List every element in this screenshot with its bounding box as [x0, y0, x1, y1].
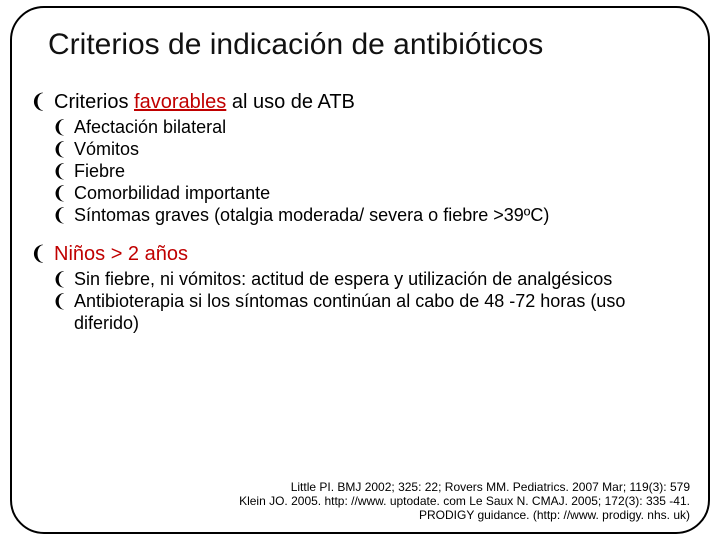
bullet-icon: ❨ [52, 160, 70, 182]
list-item: ❨ Vómitos [52, 138, 690, 160]
section-heading-text: Niños > 2 años [54, 242, 188, 266]
citation-block: Little PI. BMJ 2002; 325: 22; Rovers MM.… [239, 480, 690, 522]
bullet-icon: ❨ [30, 242, 50, 266]
citation-line: Little PI. BMJ 2002; 325: 22; Rovers MM.… [239, 480, 690, 494]
list-item-text: Sin fiebre, ni vómitos: actitud de esper… [74, 268, 612, 290]
bullet-icon: ❨ [52, 182, 70, 204]
section-heading: ❨ Criterios favorables al uso de ATB [30, 90, 690, 114]
slide-content: ❨ Criterios favorables al uso de ATB ❨ A… [30, 86, 690, 350]
section-heading: ❨ Niños > 2 años [30, 242, 690, 266]
section2-list: ❨ Sin fiebre, ni vómitos: actitud de esp… [52, 268, 690, 334]
list-item: ❨ Comorbilidad importante [52, 182, 690, 204]
bullet-icon: ❨ [52, 116, 70, 138]
citation-line: Klein JO. 2005. http: //www. uptodate. c… [239, 494, 690, 508]
list-item: ❨ Fiebre [52, 160, 690, 182]
section1-list: ❨ Afectación bilateral ❨ Vómitos ❨ Fiebr… [52, 116, 690, 226]
heading-suffix: al uso de ATB [226, 91, 355, 113]
list-item: ❨ Antibioterapia si los síntomas continú… [52, 290, 690, 334]
list-item-text: Vómitos [74, 138, 139, 160]
list-item: ❨ Afectación bilateral [52, 116, 690, 138]
citation-line: PRODIGY guidance. (http: //www. prodigy.… [239, 508, 690, 522]
list-item-text: Afectación bilateral [74, 116, 226, 138]
bullet-icon: ❨ [52, 138, 70, 160]
bullet-icon: ❨ [52, 290, 70, 312]
bullet-icon: ❨ [52, 204, 70, 226]
slide: Criterios de indicación de antibióticos … [0, 0, 720, 540]
list-item-text: Fiebre [74, 160, 125, 182]
list-item-text: Comorbilidad importante [74, 182, 270, 204]
heading-highlight: favorables [134, 91, 226, 113]
heading-prefix: Criterios [54, 91, 134, 113]
list-item: ❨ Sin fiebre, ni vómitos: actitud de esp… [52, 268, 690, 290]
slide-title: Criterios de indicación de antibióticos [48, 28, 543, 62]
list-item-text: Antibioterapia si los síntomas continúan… [74, 290, 690, 334]
list-item-text: Síntomas graves (otalgia moderada/ sever… [74, 204, 549, 226]
list-item: ❨ Síntomas graves (otalgia moderada/ sev… [52, 204, 690, 226]
bullet-icon: ❨ [30, 90, 50, 114]
bullet-icon: ❨ [52, 268, 70, 290]
section-heading-text: Criterios favorables al uso de ATB [54, 90, 355, 114]
